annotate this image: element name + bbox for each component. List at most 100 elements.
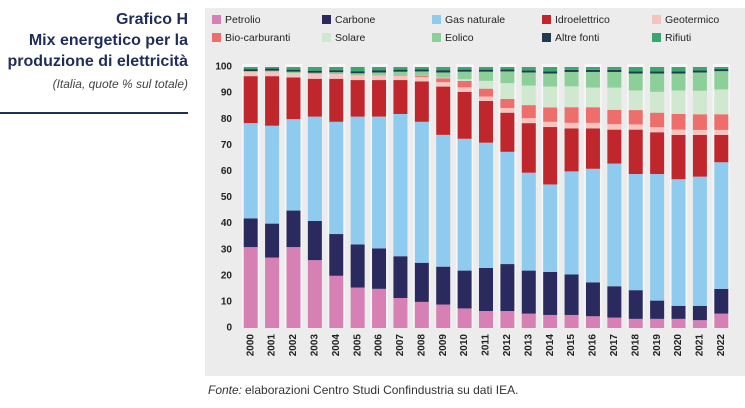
- bar-segment: [692, 67, 707, 71]
- bar-segment: [714, 69, 729, 72]
- bar-segment: [436, 266, 451, 305]
- bar-segment: [607, 71, 622, 88]
- bar-segment: [243, 247, 258, 328]
- legend-swatch: [432, 33, 441, 42]
- bar-segment: [436, 86, 451, 135]
- bar-segment: [650, 174, 665, 301]
- bar-segment: [585, 122, 600, 129]
- x-tick-label: 2020: [673, 334, 684, 357]
- bar-segment: [500, 69, 515, 72]
- bar-segment: [479, 88, 493, 97]
- bar-segment: [243, 71, 258, 72]
- x-tick-label: 2010: [459, 334, 470, 357]
- bar-segment: [628, 129, 643, 175]
- source: elaborazioni Centro Studi Confindustria …: [245, 383, 519, 397]
- bar-segment: [521, 123, 536, 173]
- legend-label: Gas naturale: [445, 14, 505, 26]
- x-tick-label: 2000: [245, 334, 256, 357]
- bar-segment: [650, 318, 665, 328]
- bar-segment: [457, 270, 472, 309]
- bar-segment: [436, 82, 451, 87]
- bar-segment: [265, 257, 280, 328]
- bar-segment: [650, 300, 665, 319]
- bar-segment: [243, 67, 258, 70]
- bar-segment: [714, 288, 729, 314]
- bar-segment: [393, 297, 408, 328]
- x-tick-label: 2015: [566, 334, 577, 357]
- bar-segment: [714, 67, 729, 70]
- bar-segment: [607, 87, 622, 110]
- bar-segment: [564, 274, 579, 315]
- bar-segment: [307, 70, 322, 73]
- bar-segment: [393, 113, 408, 257]
- bar-segment: [329, 67, 344, 71]
- bar-segment: [286, 210, 301, 248]
- bar-segment: [265, 68, 280, 71]
- bar-segment: [265, 71, 280, 77]
- legend-swatch: [432, 15, 441, 24]
- bar-segment: [436, 70, 451, 73]
- legend-swatch: [652, 15, 661, 24]
- bar-segment: [457, 69, 472, 72]
- legend-swatch: [652, 33, 661, 42]
- bar-segment: [479, 100, 493, 143]
- legend-label: Idroelettrico: [555, 14, 610, 26]
- bar-segment: [628, 124, 643, 130]
- y-tick-label: 10: [221, 297, 233, 308]
- bar-segment: [671, 179, 686, 306]
- legend-swatch: [542, 15, 551, 24]
- bar-segment: [714, 71, 729, 90]
- bar-segment: [350, 67, 365, 72]
- bar-segment: [286, 67, 301, 70]
- bar-segment: [692, 320, 707, 328]
- bar-segment: [671, 318, 686, 328]
- x-tick-label: 2018: [630, 334, 641, 357]
- legend-label: Solare: [335, 32, 366, 44]
- bar-segment: [585, 69, 600, 72]
- legend-label: Altre fonti: [555, 32, 599, 44]
- bar-segment: [372, 248, 387, 289]
- bar-segment: [350, 80, 365, 117]
- bar-segment: [692, 176, 707, 306]
- chart-label: Grafico H: [116, 11, 188, 28]
- bar-segment: [564, 69, 579, 72]
- bar-segment: [457, 79, 472, 81]
- bar-segment: [564, 128, 579, 172]
- bar-segment: [265, 67, 280, 69]
- chart-title: produzione di elettricità: [8, 53, 189, 70]
- bar-segment: [714, 89, 729, 115]
- bar-segment: [671, 305, 686, 319]
- bar-segment: [243, 76, 258, 124]
- bar-segment: [479, 67, 493, 70]
- bar-segment: [564, 71, 579, 87]
- y-tick-label: 90: [221, 88, 233, 99]
- bar-segment: [479, 311, 493, 328]
- bar-segment: [628, 174, 643, 291]
- y-tick-label: 60: [221, 166, 233, 177]
- bar-segment: [521, 70, 536, 73]
- legend-swatch: [542, 33, 551, 42]
- bar-segment: [500, 151, 515, 265]
- bar-segment: [628, 67, 643, 72]
- bar-segment: [564, 314, 579, 328]
- bar-segment: [350, 75, 365, 81]
- bar-segment: [585, 316, 600, 328]
- bar-segment: [500, 67, 515, 70]
- bar-segment: [414, 75, 429, 77]
- bar-segment: [607, 163, 622, 287]
- bar-segment: [607, 129, 622, 164]
- x-tick-label: 2007: [395, 334, 406, 357]
- bar-segment: [372, 67, 387, 71]
- bar-segment: [329, 121, 344, 235]
- legend-swatch: [322, 15, 331, 24]
- bar-segment: [329, 70, 344, 73]
- x-tick-label: 2017: [609, 334, 620, 357]
- x-tick-label: 2019: [652, 334, 663, 357]
- bar-segment: [286, 247, 301, 328]
- bar-segment: [393, 75, 408, 81]
- bar-segment: [650, 132, 665, 175]
- bar-segment: [479, 142, 493, 268]
- y-tick-label: 50: [221, 192, 233, 203]
- legend-swatch: [322, 33, 331, 42]
- bar-segment: [350, 287, 365, 328]
